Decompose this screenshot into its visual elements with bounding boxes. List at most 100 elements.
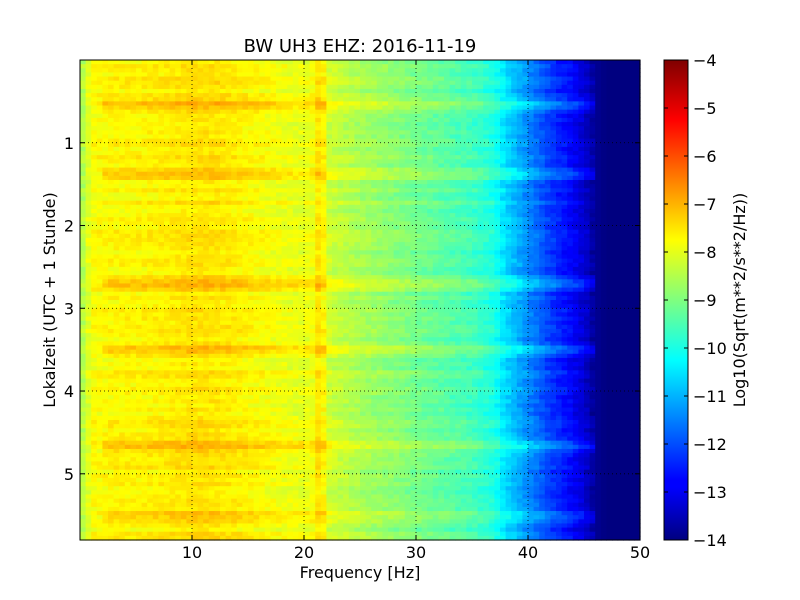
heatmap-cell bbox=[332, 237, 339, 243]
heatmap-cell bbox=[393, 101, 400, 107]
heatmap-cell bbox=[528, 250, 535, 256]
heatmap-cell bbox=[281, 254, 288, 260]
heatmap-cell bbox=[404, 151, 411, 156]
heatmap-cell bbox=[376, 167, 383, 173]
heatmap-cell bbox=[416, 225, 423, 231]
heatmap-cell bbox=[236, 113, 243, 119]
heatmap-cell bbox=[388, 159, 395, 165]
heatmap-cell bbox=[365, 155, 372, 160]
heatmap-cell bbox=[528, 200, 535, 206]
heatmap-cell bbox=[432, 126, 439, 131]
heatmap-cell bbox=[606, 171, 613, 177]
heatmap-cell bbox=[550, 159, 557, 165]
heatmap-cell bbox=[214, 84, 221, 90]
heatmap-cell bbox=[276, 217, 283, 222]
heatmap-cell bbox=[141, 204, 148, 210]
heatmap-cell bbox=[175, 188, 182, 194]
heatmap-cell bbox=[528, 151, 535, 156]
heatmap-cell bbox=[169, 146, 176, 152]
heatmap-cell bbox=[130, 138, 137, 144]
heatmap-cell bbox=[298, 237, 305, 243]
heatmap-cell bbox=[382, 130, 389, 136]
heatmap-cell bbox=[634, 134, 641, 140]
heatmap-cell bbox=[533, 184, 540, 189]
heatmap-cell bbox=[399, 60, 406, 65]
heatmap-cell bbox=[320, 88, 327, 94]
heatmap-cell bbox=[522, 122, 529, 127]
heatmap-cell bbox=[186, 225, 193, 231]
heatmap-cell bbox=[544, 204, 551, 210]
heatmap-cell bbox=[455, 60, 462, 65]
heatmap-cell bbox=[270, 167, 277, 173]
heatmap-cell bbox=[528, 175, 535, 181]
heatmap-cell bbox=[315, 208, 322, 214]
heatmap-cell bbox=[421, 204, 428, 210]
heatmap-cell bbox=[382, 221, 389, 227]
heatmap-cell bbox=[578, 68, 585, 74]
heatmap-cell bbox=[253, 109, 260, 115]
heatmap-cell bbox=[533, 200, 540, 206]
heatmap-cell bbox=[371, 134, 378, 140]
heatmap-cell bbox=[158, 250, 165, 256]
heatmap-cell bbox=[130, 72, 137, 78]
heatmap-cell bbox=[399, 208, 406, 214]
heatmap-cell bbox=[96, 254, 103, 260]
heatmap-cell bbox=[578, 60, 585, 65]
heatmap-cell bbox=[393, 242, 400, 247]
heatmap-cell bbox=[589, 64, 596, 69]
heatmap-cell bbox=[348, 126, 355, 131]
heatmap-cell bbox=[572, 101, 579, 107]
heatmap-cell bbox=[533, 155, 540, 160]
heatmap-cell bbox=[516, 192, 523, 198]
heatmap-cell bbox=[544, 134, 551, 140]
heatmap-cell bbox=[572, 229, 579, 235]
heatmap-cell bbox=[281, 196, 288, 202]
heatmap-cell bbox=[91, 72, 98, 78]
heatmap-cell bbox=[388, 163, 395, 169]
heatmap-cell bbox=[455, 72, 462, 78]
heatmap-cell bbox=[460, 167, 467, 173]
heatmap-cell bbox=[80, 175, 87, 181]
heatmap-cell bbox=[354, 208, 361, 214]
heatmap-cell bbox=[606, 122, 613, 127]
heatmap-cell bbox=[337, 130, 344, 136]
heatmap-cell bbox=[399, 117, 406, 123]
heatmap-cell bbox=[281, 225, 288, 231]
heatmap-cell bbox=[136, 213, 143, 218]
heatmap-cell bbox=[298, 180, 305, 185]
heatmap-cell bbox=[472, 254, 479, 260]
heatmap-cell bbox=[623, 246, 630, 251]
heatmap-cell bbox=[147, 167, 154, 173]
heatmap-cell bbox=[354, 204, 361, 210]
heatmap-cell bbox=[556, 93, 563, 98]
heatmap-cell bbox=[113, 126, 120, 131]
heatmap-cell bbox=[158, 97, 165, 102]
heatmap-cell bbox=[455, 242, 462, 247]
heatmap-cell bbox=[292, 138, 299, 144]
heatmap-cell bbox=[472, 229, 479, 235]
heatmap-cell bbox=[337, 225, 344, 231]
heatmap-cell bbox=[248, 146, 255, 152]
heatmap-cell bbox=[108, 68, 115, 74]
heatmap-cell bbox=[186, 97, 193, 102]
heatmap-cell bbox=[208, 146, 215, 152]
heatmap-cell bbox=[595, 192, 602, 198]
heatmap-cell bbox=[410, 113, 417, 119]
heatmap-cell bbox=[550, 130, 557, 136]
heatmap-cell bbox=[91, 200, 98, 206]
heatmap-cell bbox=[528, 217, 535, 222]
heatmap-cell bbox=[315, 93, 322, 98]
heatmap-cell bbox=[332, 254, 339, 260]
heatmap-cell bbox=[388, 155, 395, 160]
heatmap-cell bbox=[208, 122, 215, 127]
heatmap-cell bbox=[460, 196, 467, 202]
heatmap-cell bbox=[136, 196, 143, 202]
heatmap-cell bbox=[264, 237, 271, 243]
heatmap-cell bbox=[617, 97, 624, 102]
heatmap-cell bbox=[281, 76, 288, 82]
heatmap-cell bbox=[85, 122, 92, 127]
heatmap-cell bbox=[192, 155, 199, 160]
heatmap-cell bbox=[164, 130, 171, 136]
heatmap-cell bbox=[488, 180, 495, 185]
heatmap-cell bbox=[404, 200, 411, 206]
